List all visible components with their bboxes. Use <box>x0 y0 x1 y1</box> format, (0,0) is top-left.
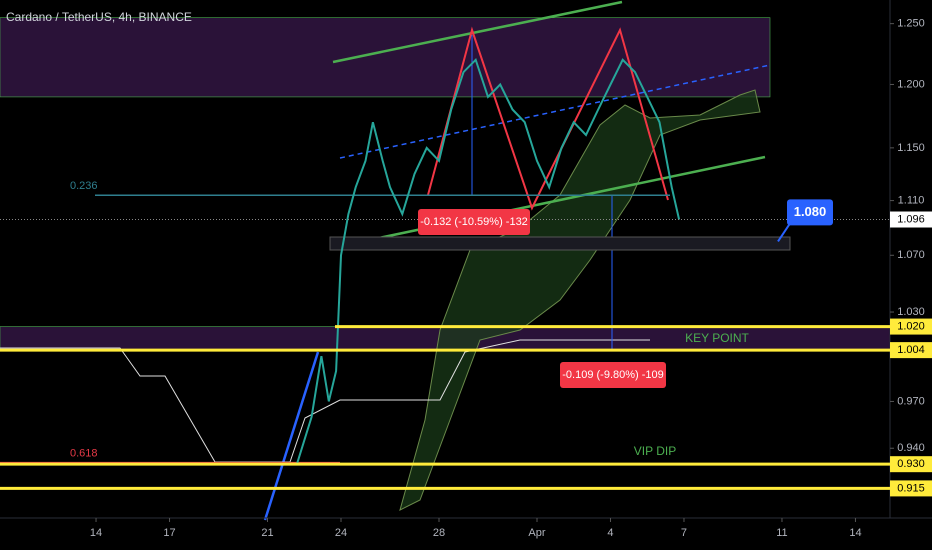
annotation: VIP DIP <box>634 444 676 458</box>
measure-label: -0.109 (-9.80%) -109 <box>562 369 664 381</box>
trendline <box>332 0 623 64</box>
last-price-label: 1.096 <box>897 213 925 225</box>
zone <box>0 17 771 98</box>
target-label: 1.080 <box>794 204 827 219</box>
plot <box>0 23 894 522</box>
level-label: 1.020 <box>897 320 925 332</box>
x-tick-label: 28 <box>433 527 445 539</box>
level-tag <box>890 456 932 473</box>
x-tick-label: 4 <box>607 527 613 539</box>
x-tick-label: 21 <box>261 527 273 539</box>
x-tick-label: 11 <box>776 527 787 539</box>
y-tick-label: 0.940 <box>897 442 925 454</box>
support-box <box>329 236 791 251</box>
pattern <box>427 26 669 211</box>
level-tag <box>890 318 932 335</box>
y-tick-label: 1.150 <box>897 142 925 154</box>
x-tick-label: 17 <box>163 527 175 539</box>
fib-label: 0.618 <box>70 447 98 459</box>
impulse-line <box>263 351 320 521</box>
x-tick-label: 14 <box>90 527 102 539</box>
target-pointer <box>777 222 791 242</box>
y-tick-label: 1.030 <box>897 306 925 318</box>
x-tick-label: 7 <box>681 527 687 539</box>
y-tick-label: 1.250 <box>897 18 925 30</box>
level-label: 0.930 <box>897 458 925 470</box>
x-tick-label: 24 <box>335 527 347 539</box>
trendline <box>335 155 766 249</box>
fib-label: 0.236 <box>70 180 98 192</box>
level-label: 1.004 <box>897 344 925 356</box>
y-tick-label: 1.110 <box>898 195 925 207</box>
x-tick-label: 14 <box>849 527 861 539</box>
y-tick-label: 1.200 <box>897 78 925 90</box>
labels: Cardano / TetherUS, 4h, BINANCE 1.250 1.2… <box>6 10 932 539</box>
level-tag <box>890 342 932 359</box>
last-price-tag <box>890 211 932 228</box>
price-line <box>295 57 681 465</box>
drawings <box>0 0 932 521</box>
level-label: 0.915 <box>897 482 925 494</box>
annotation: KEY POINT <box>685 331 749 345</box>
channel-line <box>339 64 771 159</box>
measure-box <box>418 209 530 235</box>
x-tick-label: Apr <box>528 527 545 539</box>
y-tick-label: 0.970 <box>897 395 925 407</box>
target-callout <box>787 199 833 226</box>
measure-label: -0.132 (-10.59%) -132 <box>420 216 528 228</box>
level-tag <box>890 480 932 497</box>
chart-title: Cardano / TetherUS, 4h, BINANCE <box>6 10 192 24</box>
measure-box <box>560 362 666 388</box>
y-tick-label: 1.070 <box>897 249 925 261</box>
